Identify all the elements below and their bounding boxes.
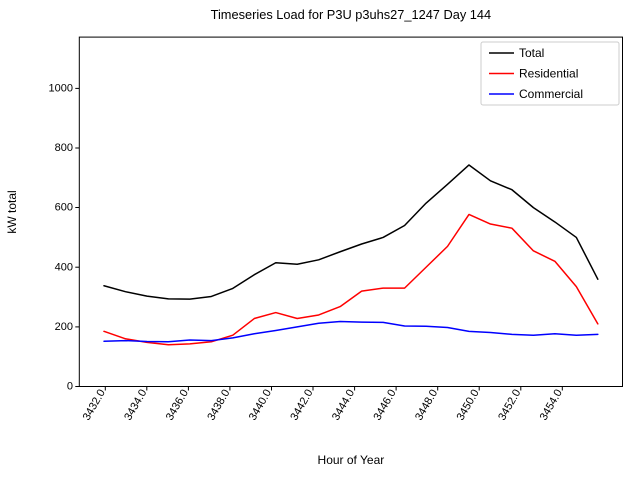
svg-text:Total: Total (519, 46, 544, 60)
svg-text:1000: 1000 (49, 83, 73, 95)
svg-text:Hour of Year: Hour of Year (318, 453, 385, 467)
svg-text:0: 0 (67, 381, 73, 393)
svg-text:200: 200 (55, 321, 73, 333)
svg-text:kW total: kW total (5, 190, 19, 233)
svg-text:400: 400 (55, 261, 73, 273)
svg-text:Timeseries Load for P3U p3uhs2: Timeseries Load for P3U p3uhs27_1247 Day… (211, 7, 492, 22)
svg-text:600: 600 (55, 202, 73, 214)
svg-text:Residential: Residential (519, 67, 578, 81)
svg-text:Commercial: Commercial (519, 87, 583, 101)
svg-text:800: 800 (55, 142, 73, 154)
